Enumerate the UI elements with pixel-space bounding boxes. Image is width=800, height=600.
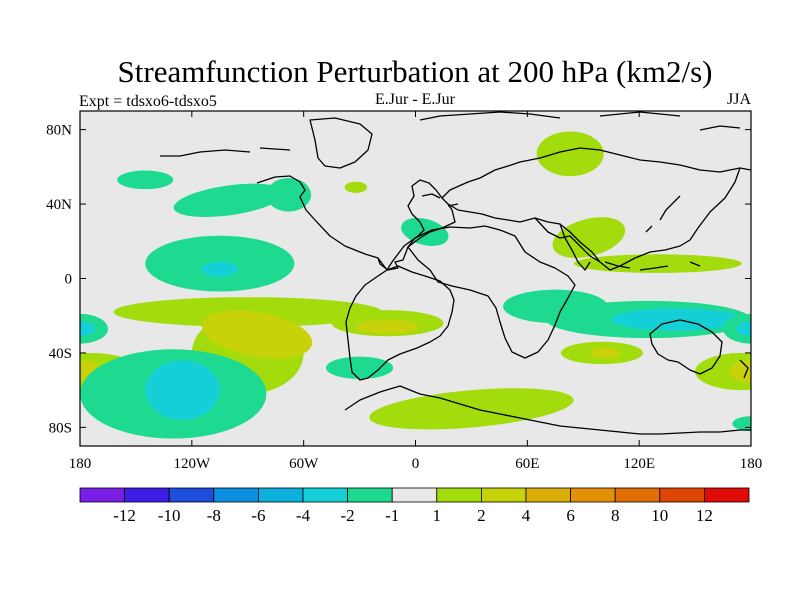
anomaly-north-africa-high [344, 181, 368, 193]
contour-fills [80, 131, 751, 439]
x-tick-label: 180 [69, 456, 92, 472]
x-tick-label: 120E [623, 456, 655, 472]
anomaly-southwest-pacific-core [145, 360, 220, 420]
newzealand-coast [739, 359, 749, 379]
anomaly-south-atlantic-core [355, 319, 420, 335]
anomaly-south-indian-core [611, 308, 742, 331]
y-tick-label: 40S [49, 346, 72, 362]
colorbar-label: 1 [433, 506, 442, 525]
indonesia-coast [604, 261, 701, 271]
colorbar-swatch [525, 487, 571, 503]
colorbar-label: -12 [113, 506, 136, 525]
anomaly-north-america-low [266, 178, 312, 212]
y-tick-label: 80N [46, 123, 72, 139]
left-string: Expt = tdsxo6-tdsxo5 [79, 93, 217, 110]
axis-ticks: 180 120W 60W 0 60E 120E 180 80N 40N 0 40S 80S [46, 111, 762, 472]
y-tick-label: 80S [49, 420, 72, 436]
anomaly-equatorial-indian-high [573, 254, 742, 273]
colorbar-label: 12 [696, 506, 713, 525]
australia-coast [649, 319, 723, 375]
japan-coast [645, 195, 681, 233]
x-tick-label: 120W [173, 456, 211, 472]
y-tick-label: 40N [46, 197, 72, 213]
colorbar-swatch [124, 487, 170, 503]
anomaly-north-pacific-low [173, 183, 285, 218]
arctic-islands-coast [160, 111, 741, 157]
africa-coast [407, 225, 576, 359]
colorbar-label: -6 [251, 506, 265, 525]
x-tick-label: 0 [412, 456, 420, 472]
x-tick-label: 60W [289, 456, 319, 472]
colorbar-swatch [704, 487, 750, 503]
greenland-coast [309, 117, 373, 169]
anomaly-west-indian-low [503, 289, 608, 324]
colorbar-label: 8 [611, 506, 620, 525]
colorbar-label: -2 [341, 506, 355, 525]
antarctica-coast [344, 385, 751, 435]
colorbar-label: 2 [477, 506, 486, 525]
colorbar: -12 -10 -8 -6 -4 -2 -1 1 2 4 6 8 10 12 [79, 487, 750, 525]
colorbar-label: 6 [566, 506, 575, 525]
caribbean-islands-coast [421, 193, 459, 207]
colorbar-swatch [302, 487, 348, 503]
colorbar-swatch [614, 487, 661, 503]
chart-title: Streamfunction Perturbation at 200 hPa (… [118, 54, 713, 89]
coastlines [160, 111, 751, 435]
anomaly-tropical-pacific-core [201, 261, 239, 277]
anomaly-east-tropical-pacific-core [736, 321, 751, 337]
anomaly-northwest-pacific-low [117, 170, 174, 190]
colorbar-swatch [79, 487, 125, 503]
colorbar-swatch [570, 487, 616, 503]
center-string: E.Jur - E.Jur [375, 91, 456, 108]
colorbar-swatch [480, 487, 527, 503]
colorbar-swatch [213, 487, 259, 503]
x-tick-label: 180 [740, 456, 763, 472]
colorbar-swatch [168, 487, 215, 503]
colorbar-label: -4 [296, 506, 311, 525]
right-string: JJA [727, 91, 751, 108]
y-tick-label: 0 [65, 272, 73, 288]
colorbar-label: -1 [385, 506, 399, 525]
colorbar-label: -10 [158, 506, 181, 525]
anomaly-south-america-south-low [326, 356, 394, 380]
anomaly-siberia-high [536, 131, 604, 177]
colorbar-swatch [436, 487, 482, 503]
colorbar-swatch [257, 487, 304, 503]
colorbar-swatch [391, 487, 438, 503]
colorbar-swatch [659, 487, 705, 503]
eurasia-coast [441, 147, 751, 271]
anomaly-dateline-east-high [695, 352, 751, 391]
north-america-coast [256, 175, 456, 271]
x-tick-label: 60E [515, 456, 539, 472]
anomaly-west-tropical-pacific-core [80, 321, 95, 337]
colorbar-label: 4 [522, 506, 531, 525]
colorbar-label: -8 [207, 506, 221, 525]
anomaly-australia-core [590, 347, 621, 359]
colorbar-swatch [347, 487, 393, 503]
colorbar-label: 10 [651, 506, 668, 525]
anomaly-southeast-pacific-core [201, 310, 313, 359]
india-arabia-coast [534, 217, 601, 271]
